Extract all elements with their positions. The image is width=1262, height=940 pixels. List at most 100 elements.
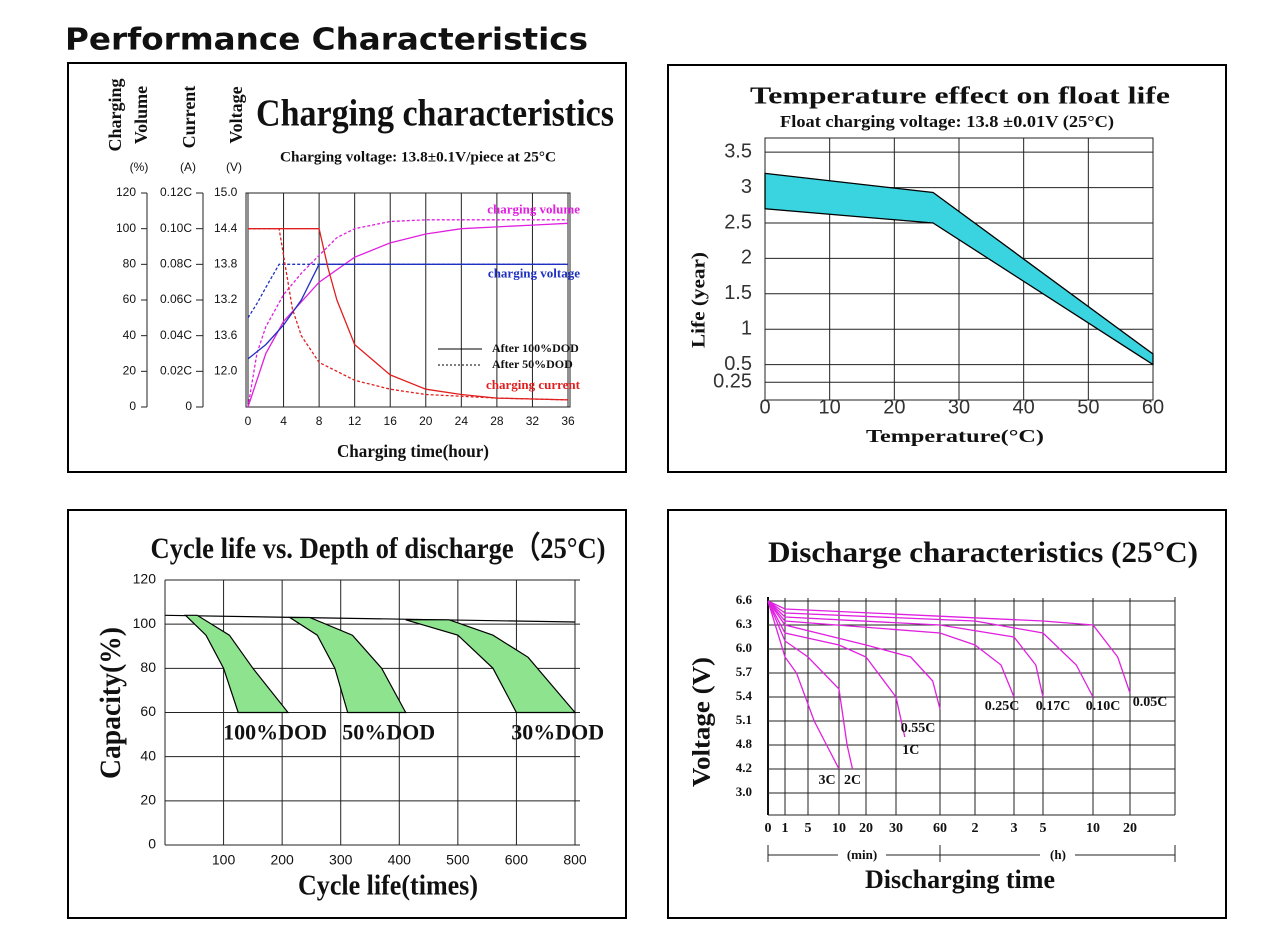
- x-tick-label: 10: [819, 396, 841, 418]
- chart-title: Discharge characteristics (25°C): [768, 536, 1198, 569]
- y-tick-label: 2.5: [724, 211, 752, 233]
- series-label: 0.25C: [985, 699, 1020, 714]
- series-line: [767, 600, 854, 770]
- y2-tick-label: 0.12C: [160, 185, 192, 199]
- chart-title: Cycle life vs. Depth of discharge（25°C): [151, 531, 606, 565]
- plot-frame: [245, 192, 571, 408]
- x-tick-label: 3: [1011, 821, 1018, 836]
- panel: [667, 64, 1227, 473]
- axis-unit: (V): [226, 160, 242, 174]
- page-title: Performance Characteristics: [65, 23, 588, 58]
- y-tick-label: 6.3: [736, 616, 753, 631]
- y-tick-label: 0: [148, 836, 156, 852]
- series-line: [767, 600, 1044, 698]
- y3-tick-label: 13.6: [214, 328, 238, 342]
- y-tick-label: 80: [123, 257, 137, 271]
- capacity-line: [164, 614, 576, 623]
- x-axis-title: Discharging time: [865, 865, 1055, 894]
- y-tick-label: 5.7: [736, 664, 753, 679]
- y2-tick-label: 0.08C: [160, 257, 192, 271]
- series-line: [767, 600, 1131, 694]
- x-tick-label: 1: [782, 821, 789, 836]
- x-tick-label: 0: [245, 414, 252, 428]
- series-line: [767, 600, 906, 738]
- y-tick-label: 60: [123, 292, 137, 306]
- y-tick-label: 60: [140, 703, 156, 719]
- x-tick-label: 40: [1013, 396, 1035, 418]
- x-tick-label: 10: [1086, 821, 1100, 836]
- x-tick-label: 400: [388, 852, 412, 868]
- x-tick-label: 20: [883, 396, 905, 418]
- x-tick-label: 10: [832, 821, 846, 836]
- dod-band: [287, 616, 407, 714]
- axis-unit: (A): [180, 160, 196, 174]
- series-line: [248, 228, 569, 401]
- x-axis-title: Cycle life(times): [298, 870, 478, 901]
- x-axis-title: Temperature(°C): [866, 426, 1044, 447]
- x-tick-label: 36: [561, 414, 575, 428]
- x-tick-label: 30: [889, 821, 903, 836]
- y-tick-label: 5.1: [736, 712, 752, 727]
- x-tick-label: 300: [329, 852, 353, 868]
- y-tick-label: 40: [123, 328, 137, 342]
- y2-tick-label: 0.06C: [160, 292, 192, 306]
- y-tick-label: 4.8: [736, 736, 753, 751]
- series-label: 0.55C: [901, 721, 936, 736]
- series-line: [247, 219, 568, 408]
- x-tick-label: 800: [563, 852, 587, 868]
- y-tick-label: 20: [140, 792, 156, 808]
- y3-tick-label: 14.4: [214, 221, 238, 235]
- series-label: charging volume: [487, 201, 580, 216]
- y-tick-label: 3: [741, 176, 752, 198]
- y-tick-label: 120: [116, 185, 136, 199]
- chart-subtitle: Charging voltage: 13.8±0.1V/piece at 25°…: [280, 149, 556, 165]
- y-tick-label: 6.0: [736, 640, 752, 655]
- y-tick-label: 40: [140, 747, 156, 763]
- y-tick-label: 20: [123, 364, 137, 378]
- series-label: 1C: [902, 743, 919, 758]
- x-tick-label: 16: [384, 414, 398, 428]
- chart-subtitle: Float charging voltage: 13.8 ±0.01V (25°…: [780, 112, 1114, 131]
- y-tick-label: 0: [129, 399, 136, 413]
- panel: [667, 509, 1227, 919]
- series-line: [767, 600, 941, 710]
- series-line: [248, 228, 569, 401]
- x-axis-title: Charging time(hour): [337, 441, 489, 462]
- x-tick-label: 200: [270, 852, 294, 868]
- y2-tick-label: 0: [185, 399, 192, 413]
- series-label: charging voltage: [488, 265, 580, 280]
- x-tick-label: 4: [280, 414, 287, 428]
- x-tick-label: 0: [759, 396, 770, 418]
- y-tick-label: 1: [741, 317, 752, 339]
- series-label: 0.17C: [1036, 699, 1071, 714]
- series-line: [767, 600, 840, 770]
- x-tick-label: 500: [446, 852, 470, 868]
- x-tick-label: 5: [805, 821, 812, 836]
- x-tick-label: 28: [490, 414, 504, 428]
- x-tick-label: 600: [505, 852, 529, 868]
- x-tick-label: 20: [1123, 821, 1137, 836]
- x-tick-label: 50: [1077, 396, 1099, 418]
- x-tick-label: 30: [948, 396, 970, 418]
- y-tick-label: 100: [116, 221, 136, 235]
- axis-title: Voltage: [226, 86, 246, 143]
- dod-band: [184, 614, 290, 714]
- y2-tick-label: 0.04C: [160, 328, 192, 342]
- y2-tick-label: 0.02C: [160, 364, 192, 378]
- y3-tick-label: 13.2: [214, 292, 238, 306]
- y-tick-label: 2: [741, 247, 752, 269]
- y-tick-label: 3.0: [736, 784, 752, 799]
- series-label: 0.05C: [1133, 695, 1168, 710]
- x-tick-label: 12: [348, 414, 362, 428]
- legend-label: After 50%DOD: [492, 357, 573, 371]
- x-unit: (h): [1050, 847, 1066, 862]
- series-line: [767, 600, 1015, 698]
- x-tick-label: 5: [1040, 821, 1047, 836]
- series-label: 3C: [818, 773, 835, 788]
- panel: [67, 509, 627, 919]
- y-axis-title: Life (year): [688, 252, 709, 348]
- y-tick-label: 1.5: [724, 282, 752, 304]
- y-tick-label: 120: [133, 571, 157, 587]
